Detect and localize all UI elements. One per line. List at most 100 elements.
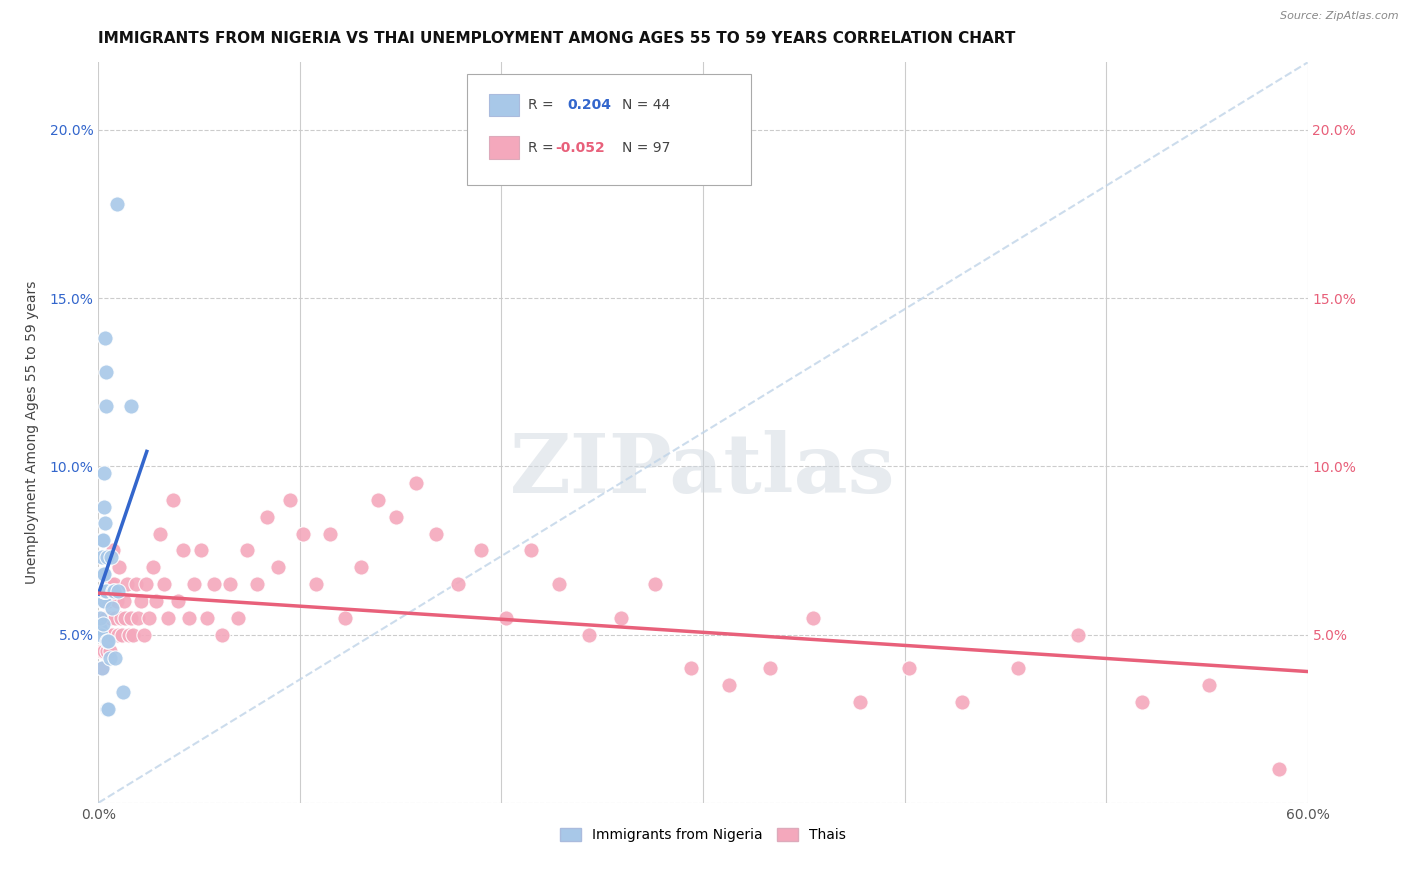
Point	[520, 543, 543, 558]
Point	[898, 661, 921, 675]
FancyBboxPatch shape	[489, 95, 519, 117]
Point	[1067, 627, 1090, 641]
FancyBboxPatch shape	[489, 136, 519, 159]
Point	[91, 583, 114, 598]
Text: Source: ZipAtlas.com: Source: ZipAtlas.com	[1281, 11, 1399, 21]
Point	[96, 583, 118, 598]
Point	[108, 560, 131, 574]
Point	[202, 577, 225, 591]
Point	[610, 610, 633, 624]
Y-axis label: Unemployment Among Ages 55 to 59 years: Unemployment Among Ages 55 to 59 years	[24, 281, 38, 584]
Point	[111, 685, 134, 699]
Point	[129, 594, 152, 608]
Point	[96, 644, 118, 658]
Point	[94, 627, 117, 641]
Point	[97, 701, 120, 715]
Point	[718, 678, 741, 692]
Point	[100, 600, 122, 615]
Point	[138, 610, 160, 624]
Point	[93, 583, 115, 598]
Text: N = 97: N = 97	[621, 141, 671, 154]
Point	[93, 583, 115, 598]
Point	[107, 627, 129, 641]
Point	[226, 610, 249, 624]
Point	[803, 610, 825, 624]
Point	[111, 627, 134, 641]
Point	[350, 560, 373, 574]
Point	[405, 476, 427, 491]
Point	[98, 651, 121, 665]
Point	[93, 594, 115, 608]
Point	[96, 550, 118, 565]
Point	[101, 627, 124, 641]
Point	[319, 526, 342, 541]
Point	[93, 466, 115, 480]
Text: R =: R =	[527, 98, 558, 112]
Point	[91, 627, 114, 641]
Point	[127, 610, 149, 624]
Point	[759, 661, 782, 675]
Point	[110, 610, 132, 624]
Text: ZIPatlas: ZIPatlas	[510, 430, 896, 509]
Point	[236, 543, 259, 558]
Point	[118, 627, 141, 641]
Point	[120, 610, 142, 624]
Point	[91, 594, 114, 608]
Point	[93, 566, 115, 581]
Point	[162, 492, 184, 507]
Point	[97, 627, 120, 641]
Point	[142, 560, 165, 574]
Point	[94, 331, 117, 345]
Point	[367, 492, 389, 507]
Point	[89, 610, 111, 624]
Point	[183, 577, 205, 591]
Point	[96, 701, 118, 715]
Point	[679, 661, 702, 675]
Point	[122, 627, 145, 641]
Point	[145, 594, 167, 608]
Point	[91, 627, 114, 641]
Point	[149, 526, 172, 541]
Point	[495, 610, 517, 624]
Point	[89, 621, 111, 635]
Point	[1268, 762, 1291, 776]
Point	[91, 617, 114, 632]
Point	[91, 583, 114, 598]
Point	[90, 587, 112, 601]
Point	[91, 550, 114, 565]
Point	[195, 610, 218, 624]
Point	[103, 583, 125, 598]
Point	[91, 644, 114, 658]
Point	[132, 627, 155, 641]
Point	[125, 577, 148, 591]
Point	[849, 695, 872, 709]
Text: IMMIGRANTS FROM NIGERIA VS THAI UNEMPLOYMENT AMONG AGES 55 TO 59 YEARS CORRELATI: IMMIGRANTS FROM NIGERIA VS THAI UNEMPLOY…	[98, 31, 1015, 46]
Point	[177, 610, 200, 624]
Text: -0.052: -0.052	[555, 141, 605, 154]
Point	[103, 651, 125, 665]
Text: N = 44: N = 44	[621, 98, 671, 112]
Point	[89, 610, 111, 624]
Point	[107, 583, 129, 598]
Point	[425, 526, 447, 541]
Point	[98, 644, 121, 658]
Point	[120, 399, 142, 413]
Point	[91, 533, 114, 548]
Point	[644, 577, 666, 591]
Point	[93, 583, 115, 598]
Point	[385, 509, 408, 524]
Point	[1007, 661, 1029, 675]
Point	[267, 560, 290, 574]
Legend: Immigrants from Nigeria, Thais: Immigrants from Nigeria, Thais	[555, 822, 851, 847]
Point	[105, 196, 128, 211]
Point	[94, 594, 117, 608]
Point	[305, 577, 328, 591]
Point	[91, 566, 114, 581]
Point	[90, 644, 112, 658]
Point	[278, 492, 301, 507]
Point	[256, 509, 278, 524]
Point	[97, 634, 120, 648]
Point	[97, 594, 120, 608]
Point	[100, 610, 122, 624]
Point	[548, 577, 571, 591]
